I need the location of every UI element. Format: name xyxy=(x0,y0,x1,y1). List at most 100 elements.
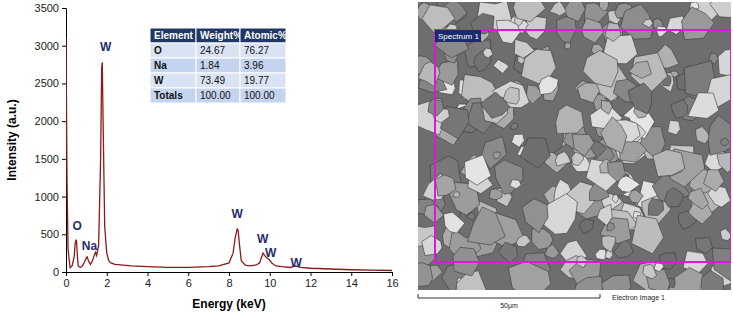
particle xyxy=(510,123,517,130)
x-tick-mark xyxy=(270,272,271,276)
x-tick-mark xyxy=(107,272,108,276)
particle xyxy=(572,134,594,156)
x-tick: 12 xyxy=(305,272,317,289)
table-text: Na xyxy=(154,60,167,71)
y-tick-label: 3500 xyxy=(35,2,59,14)
particle xyxy=(708,115,731,155)
particle xyxy=(508,261,550,290)
particle xyxy=(444,212,465,233)
table-cell xyxy=(150,58,196,73)
table-cell xyxy=(150,73,196,88)
y-tick-label: 3000 xyxy=(35,40,59,52)
particle xyxy=(671,99,688,118)
table-text: 73.49 xyxy=(200,75,225,86)
particle xyxy=(720,229,731,241)
y-tick-mark xyxy=(62,8,66,9)
y-tick-label: 500 xyxy=(41,228,59,240)
table-cell xyxy=(150,43,196,58)
y-tick-mark xyxy=(62,272,66,273)
particle xyxy=(435,175,456,196)
particle xyxy=(657,26,667,37)
particle xyxy=(512,134,525,147)
particle xyxy=(632,215,664,254)
x-tick-label: 4 xyxy=(145,277,151,289)
peak-label: W xyxy=(291,256,303,270)
table-text: W xyxy=(154,75,164,86)
y-tick: 2500 xyxy=(35,77,66,89)
particle xyxy=(510,180,521,189)
y-tick-mark xyxy=(62,46,66,47)
particle xyxy=(629,61,652,78)
y-tick: 1500 xyxy=(35,153,66,165)
particle xyxy=(549,2,566,16)
particle xyxy=(595,249,607,259)
particle xyxy=(493,152,500,159)
y-tick: 500 xyxy=(41,228,66,240)
particle xyxy=(483,48,493,58)
particle xyxy=(494,160,523,194)
x-tick: 4 xyxy=(145,272,151,289)
peak-label: Na xyxy=(82,239,98,253)
peak-label: W xyxy=(265,246,277,260)
table-text: 1.84 xyxy=(200,60,220,71)
particle xyxy=(704,170,725,192)
table-cell xyxy=(196,43,240,58)
peak-label: W xyxy=(100,40,112,54)
y-axis-line xyxy=(62,9,67,273)
particle xyxy=(578,83,600,103)
x-tick-label: 6 xyxy=(186,277,192,289)
particle xyxy=(712,248,731,284)
particle xyxy=(653,150,685,177)
table-text: Totals xyxy=(154,90,183,101)
particle xyxy=(465,155,492,185)
spectrum-region xyxy=(435,30,731,262)
particle xyxy=(717,152,731,172)
particle xyxy=(579,219,594,233)
x-tick-label: 2 xyxy=(104,277,110,289)
particle xyxy=(721,138,729,145)
y-tick-mark xyxy=(62,234,66,235)
x-tick-mark xyxy=(351,272,352,276)
particle xyxy=(654,263,664,272)
particle xyxy=(718,48,731,76)
particle xyxy=(648,198,663,215)
peak-label: O xyxy=(73,219,82,233)
particle xyxy=(643,264,657,279)
micrograph-background xyxy=(418,2,731,290)
particle xyxy=(493,60,509,74)
particle xyxy=(665,187,684,207)
x-tick-mark xyxy=(229,272,230,276)
table-header: Atomic% xyxy=(244,30,287,41)
y-tick: 3000 xyxy=(35,40,66,52)
particle xyxy=(696,238,713,254)
image-caption: Electron Image 1 xyxy=(612,294,665,302)
particle xyxy=(600,275,631,290)
x-tick-mark xyxy=(148,272,149,276)
particle xyxy=(556,105,584,134)
particle xyxy=(545,244,560,258)
table-text: 100.00 xyxy=(244,90,275,101)
particle xyxy=(599,2,608,11)
spectrum-line xyxy=(66,38,392,270)
x-tick-label: 14 xyxy=(346,277,358,289)
y-tick-mark xyxy=(62,121,66,122)
table-text: 76.27 xyxy=(244,45,269,56)
particle xyxy=(597,204,612,225)
x-tick-label: 0 xyxy=(63,277,69,289)
x-tick: 16 xyxy=(386,272,398,289)
x-axis: 0246810121416 xyxy=(63,272,398,289)
particle xyxy=(607,223,615,231)
x-tick: 6 xyxy=(186,272,192,289)
y-tick-mark xyxy=(62,83,66,84)
x-tick-mark xyxy=(392,272,393,276)
particle xyxy=(642,19,652,28)
y-axis-title: Intensity (a.u.) xyxy=(5,99,19,180)
particle xyxy=(601,100,612,114)
particle xyxy=(418,62,440,87)
particle xyxy=(671,71,679,77)
particle xyxy=(572,276,603,290)
table-text: 19.77 xyxy=(244,75,269,86)
particle xyxy=(612,195,619,204)
x-tick-label: 12 xyxy=(305,277,317,289)
particle xyxy=(688,93,719,119)
